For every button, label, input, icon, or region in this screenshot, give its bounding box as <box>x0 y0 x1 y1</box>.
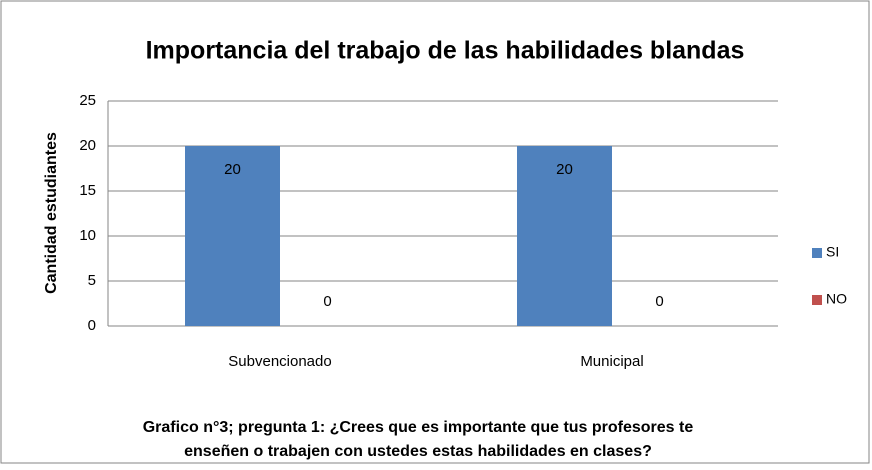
y-axis-label: Cantidad estudiantes <box>43 132 60 294</box>
x-tick-label: Subvencionado <box>228 353 331 370</box>
data-label: 20 <box>556 161 573 178</box>
caption-line: Grafico n°3; pregunta 1: ¿Crees que es i… <box>143 419 694 436</box>
legend-label: SI <box>826 244 839 260</box>
y-tick-label: 5 <box>88 272 96 289</box>
y-tick-label: 10 <box>79 227 96 244</box>
bar <box>517 146 612 326</box>
legend-label: NO <box>826 291 847 307</box>
caption-line: enseñen o trabajen con ustedes estas hab… <box>184 443 652 460</box>
bar <box>185 146 280 326</box>
y-tick-label: 20 <box>79 137 96 154</box>
legend-swatch <box>812 248 822 258</box>
data-label: 20 <box>224 161 241 178</box>
chart-title: Importancia del trabajo de las habilidad… <box>146 37 745 65</box>
y-tick-label: 25 <box>79 92 96 109</box>
data-label: 0 <box>323 293 331 310</box>
y-tick-label: 15 <box>79 182 96 199</box>
x-tick-label: Municipal <box>580 353 643 370</box>
legend-swatch <box>812 295 822 305</box>
y-tick-label: 0 <box>88 317 96 334</box>
data-label: 0 <box>655 293 663 310</box>
